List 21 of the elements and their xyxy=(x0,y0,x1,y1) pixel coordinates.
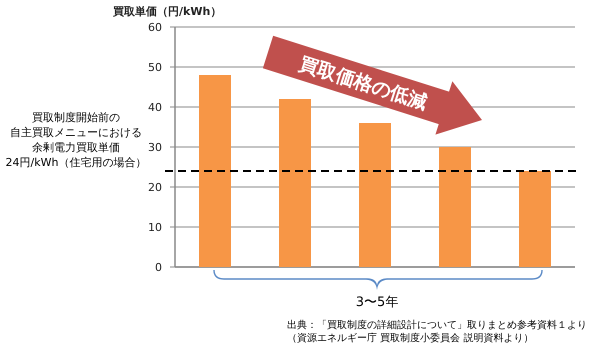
bar xyxy=(279,99,311,267)
text: 3〜5年 xyxy=(356,295,398,310)
y-tick-label: 0 xyxy=(155,261,162,274)
y-tick-label: 20 xyxy=(148,181,162,194)
y-tick-label: 60 xyxy=(148,21,162,34)
source-note: 出典：「買取制度の詳細設計について」取りまとめ参考資料１より xyxy=(287,319,587,331)
text: 自主買取メニューにおける xyxy=(10,126,142,139)
y-axis-title: 買取単価（円/kWh） xyxy=(112,5,222,18)
bar xyxy=(439,147,471,267)
y-tick-label: 30 xyxy=(148,141,162,154)
annotation: 買取価格の低減 xyxy=(296,52,430,114)
text: （資源エネルギー庁 買取制度小委員会 説明資料より） xyxy=(287,332,534,344)
bar xyxy=(519,171,551,267)
y-tick-label: 40 xyxy=(148,101,162,114)
text: 24円/kWh（住宅用の場合） xyxy=(6,156,146,169)
y-tick-label: 10 xyxy=(148,221,162,234)
bar xyxy=(199,75,231,267)
text: 余剰電力買取単価 xyxy=(32,141,120,154)
text: 買取制度開始前の xyxy=(32,111,120,124)
y-tick-label: 50 xyxy=(148,61,162,74)
bar xyxy=(359,123,391,267)
